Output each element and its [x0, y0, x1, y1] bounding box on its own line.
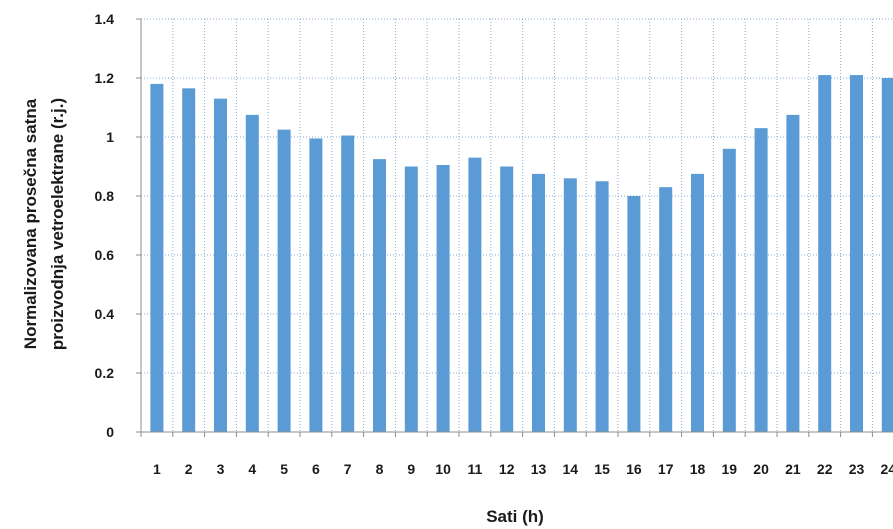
y-axis-title: Normalizovana prosečna satna proizvodnja… [21, 98, 67, 350]
bar-16 [627, 196, 641, 432]
bar-14 [563, 178, 577, 432]
x-tick-label: 1 [153, 461, 161, 477]
bar-10 [436, 165, 450, 432]
bar-4 [245, 114, 259, 432]
x-tick-label: 12 [499, 461, 515, 477]
x-tick-label: 15 [594, 461, 610, 477]
x-tick-label: 19 [722, 461, 738, 477]
bar-23 [850, 75, 863, 433]
bar-13 [532, 173, 545, 432]
bar-24 [881, 78, 893, 432]
bar-20 [754, 128, 768, 432]
bar-18 [691, 173, 704, 432]
x-tick-label: 10 [435, 461, 451, 477]
bar-2 [182, 88, 196, 432]
bar-6 [309, 138, 323, 432]
x-tick-label: 14 [563, 461, 579, 477]
bar-8 [373, 159, 386, 432]
bar-17 [659, 187, 673, 432]
x-tick-label: 4 [248, 461, 256, 477]
x-tick-label: 21 [785, 461, 801, 477]
bar-7 [341, 135, 355, 432]
bar-21 [786, 114, 800, 432]
x-tick-label: 24 [881, 461, 893, 477]
y-tick-label: 1.2 [95, 70, 115, 86]
x-tick-label: 3 [217, 461, 225, 477]
x-tick-label: 22 [817, 461, 833, 477]
x-tick-label: 2 [185, 461, 193, 477]
bar-12 [500, 166, 514, 432]
y-axis-title-line-2: proizvodnja vetroelektrane (r.j.) [48, 98, 67, 350]
x-tick-label: 7 [344, 461, 352, 477]
y-tick-label: 0.2 [95, 365, 115, 381]
bar-1 [150, 83, 164, 433]
x-tick-label: 16 [626, 461, 642, 477]
x-tick-label: 5 [280, 461, 288, 477]
y-tick-label: 0.8 [95, 188, 115, 204]
y-tick-label: 1 [106, 129, 114, 145]
bar-3 [214, 98, 227, 433]
x-tick-label: 9 [407, 461, 415, 477]
bar-11 [468, 157, 482, 432]
x-tick-label: 23 [849, 461, 865, 477]
y-tick-label: 0.4 [95, 306, 115, 322]
bar-19 [722, 148, 736, 433]
y-tick-labels: 0 0.2 0.4 0.6 0.8 1 1.2 1.4 [95, 11, 115, 440]
x-tick-label: 6 [312, 461, 320, 477]
axes [136, 18, 893, 437]
gridlines [141, 18, 893, 432]
y-tick-label: 0 [106, 424, 114, 440]
y-tick-label: 1.4 [95, 11, 115, 27]
x-tick-label: 17 [658, 461, 674, 477]
y-tick-label: 0.6 [95, 247, 115, 263]
x-tick-label: 20 [753, 461, 769, 477]
bar-15 [595, 181, 609, 432]
bar-9 [404, 166, 418, 432]
x-axis-title: Sati (h) [486, 507, 544, 526]
x-tick-labels: 1 2 3 4 5 6 7 8 9 10 11 12 13 14 15 16 17 18 19 20 21 22 23 24 [153, 461, 893, 477]
x-tick-label: 18 [690, 461, 706, 477]
y-axis-title-line-1: Normalizovana prosečna satna [21, 98, 40, 349]
x-tick-label: 13 [531, 461, 547, 477]
x-tick-label: 8 [376, 461, 384, 477]
x-tick-label: 11 [467, 461, 482, 477]
bar-series [150, 75, 893, 433]
bar-22 [818, 75, 832, 433]
bar-5 [277, 129, 291, 432]
